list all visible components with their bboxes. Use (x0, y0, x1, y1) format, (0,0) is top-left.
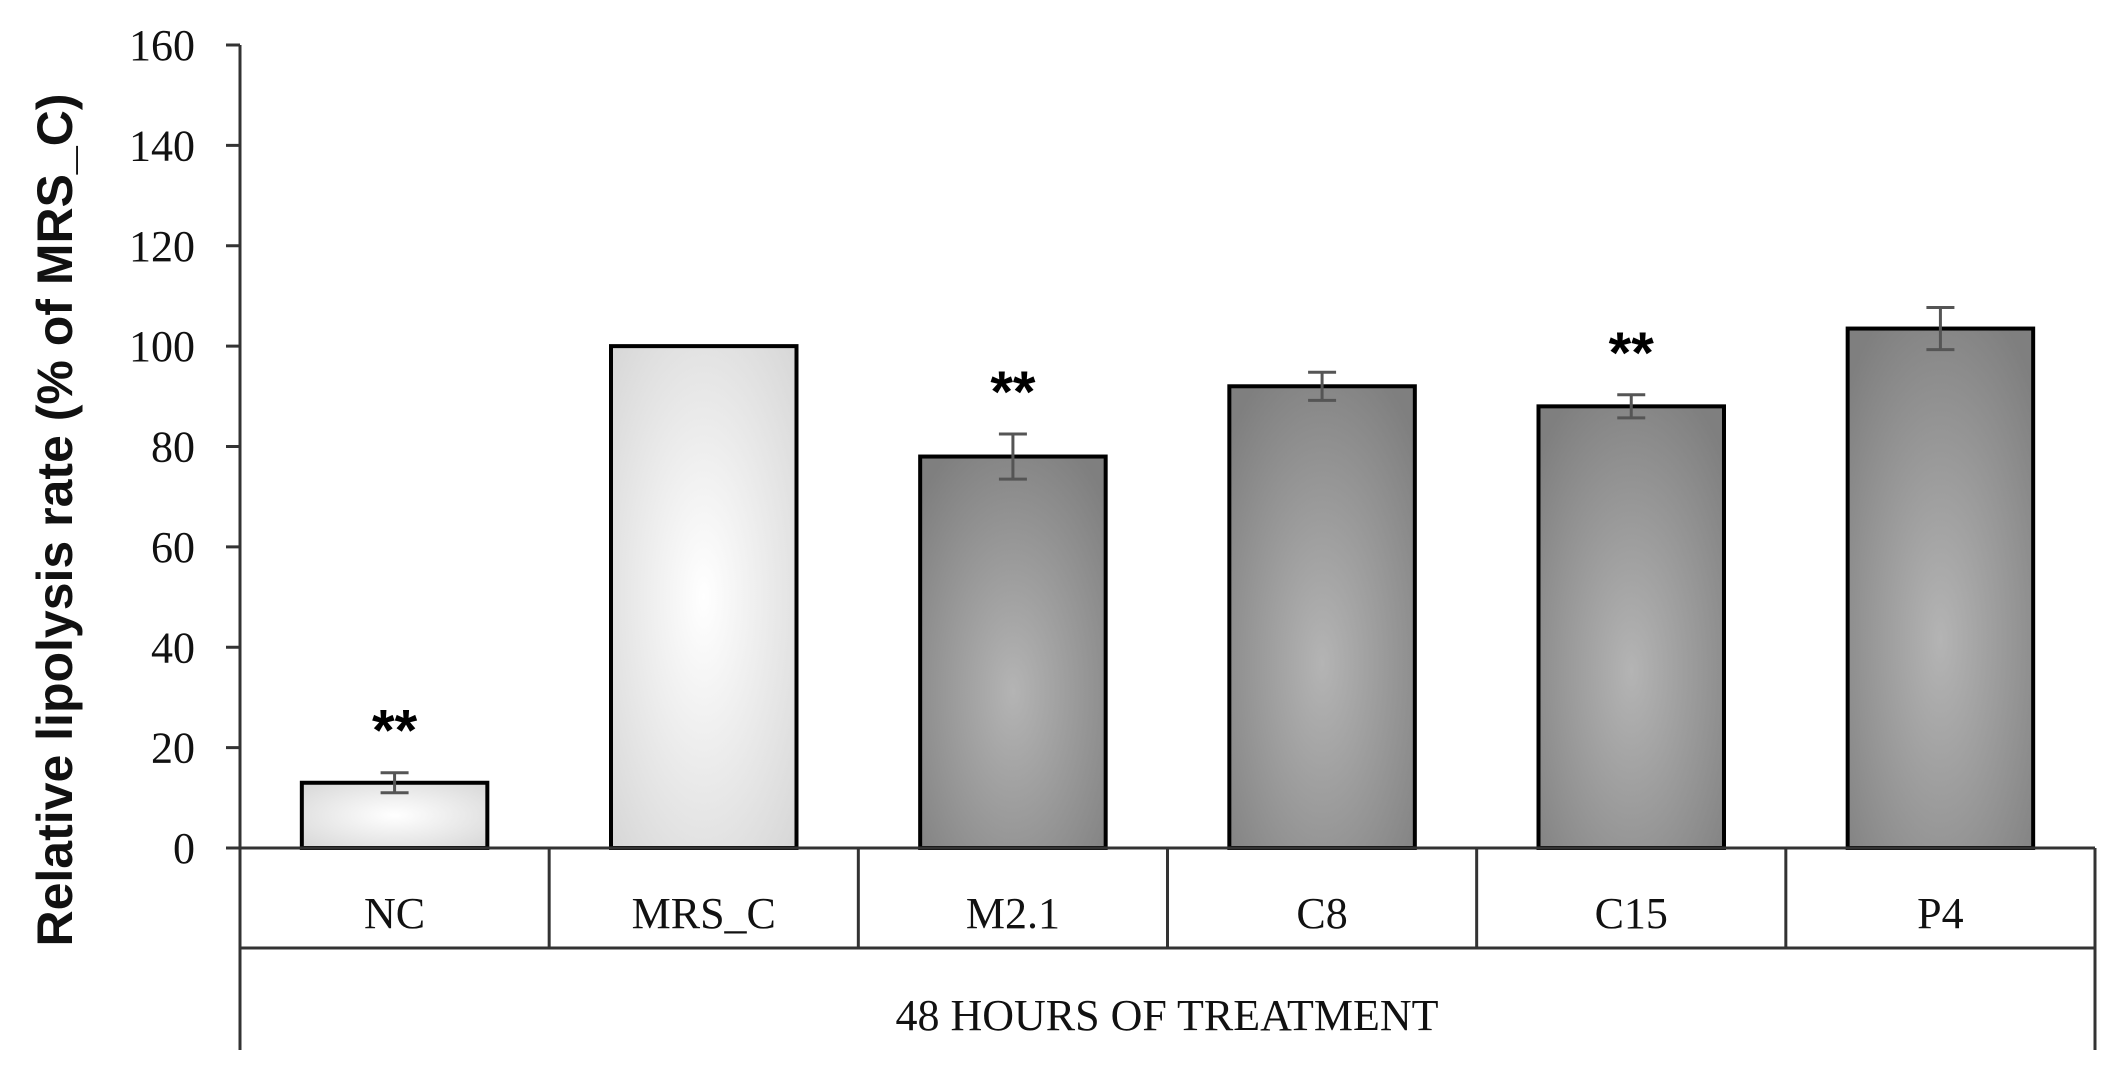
error-bar (1308, 370, 1337, 402)
y-tick-label: 20 (151, 724, 195, 773)
bars (299, 326, 2036, 850)
category-label: P4 (1917, 889, 1963, 938)
y-tick-label: 0 (173, 824, 195, 873)
y-tick-label: 60 (151, 523, 195, 572)
significance-markers: ** ** ** (372, 321, 1654, 764)
category-dividers (547, 848, 1788, 948)
error-bar (1926, 305, 1955, 352)
y-tick-label: 40 (151, 623, 195, 672)
bar-p4 (1845, 326, 2036, 850)
error-bar (380, 771, 409, 795)
y-axis-title: Relative lipolysis rate (% of MRS_C) (27, 93, 83, 946)
group-label: 48 HOURS OF TREATMENT (895, 991, 1438, 1040)
y-tick-label: 80 (151, 423, 195, 472)
category-labels: NC MRS_C M2.1 C8 C15 P4 (364, 889, 1964, 938)
category-label: C8 (1296, 889, 1347, 938)
bar-c8 (1227, 384, 1417, 850)
bar-m2-1 (918, 454, 1108, 850)
category-label: NC (364, 889, 425, 938)
y-tick-label: 100 (129, 322, 195, 371)
category-label: MRS_C (632, 889, 776, 938)
significance-marker: ** (372, 699, 418, 764)
category-label: C15 (1595, 889, 1668, 938)
category-label: M2.1 (966, 889, 1060, 938)
significance-marker: ** (990, 360, 1036, 425)
significance-marker: ** (1609, 321, 1655, 386)
error-bars (380, 305, 1955, 795)
y-tick-label: 120 (129, 222, 195, 271)
y-tick-label: 160 (129, 21, 195, 70)
y-axis-ticks: 0 20 40 60 80 100 120 140 160 (129, 21, 240, 873)
y-tick-label: 140 (129, 121, 195, 170)
error-bar (998, 432, 1027, 481)
error-bar (1617, 393, 1646, 420)
bar-c15 (1536, 404, 1726, 850)
bar-mrs-c (609, 344, 799, 850)
